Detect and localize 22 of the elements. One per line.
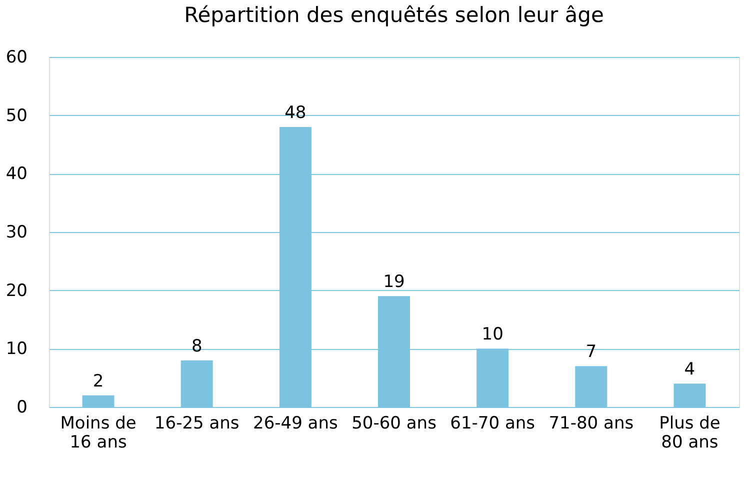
x-tick-label: 61-70 ans xyxy=(450,414,536,434)
y-tick-label: 60 xyxy=(6,48,28,68)
x-tick-label: 50-60 ans xyxy=(352,414,437,434)
y-tick-label: 30 xyxy=(6,222,28,242)
x-tick-label: Moins de 16 ans xyxy=(60,414,136,452)
x-tick-label: 71-80 ans xyxy=(548,414,634,434)
data-label: 4 xyxy=(684,360,696,380)
data-label: 2 xyxy=(92,371,104,392)
x-tick-label: Plus de 80 ans xyxy=(659,414,720,452)
y-tick-label: 50 xyxy=(6,106,28,126)
data-label: 10 xyxy=(482,324,504,345)
x-tick-label: 26-49 ans xyxy=(253,414,338,434)
chart-title: Répartition des enquêtés selon leur âge xyxy=(184,3,604,27)
data-label: 19 xyxy=(383,272,405,292)
y-tick-label: 20 xyxy=(6,280,28,301)
y-tick-label: 40 xyxy=(6,164,28,184)
y-tick-label: 0 xyxy=(16,398,28,418)
data-label: 8 xyxy=(191,336,202,356)
data-label: 7 xyxy=(586,342,597,362)
y-tick-label: 10 xyxy=(6,339,28,360)
x-tick-label: 16-25 ans xyxy=(154,414,240,434)
data-label: 48 xyxy=(284,103,306,123)
